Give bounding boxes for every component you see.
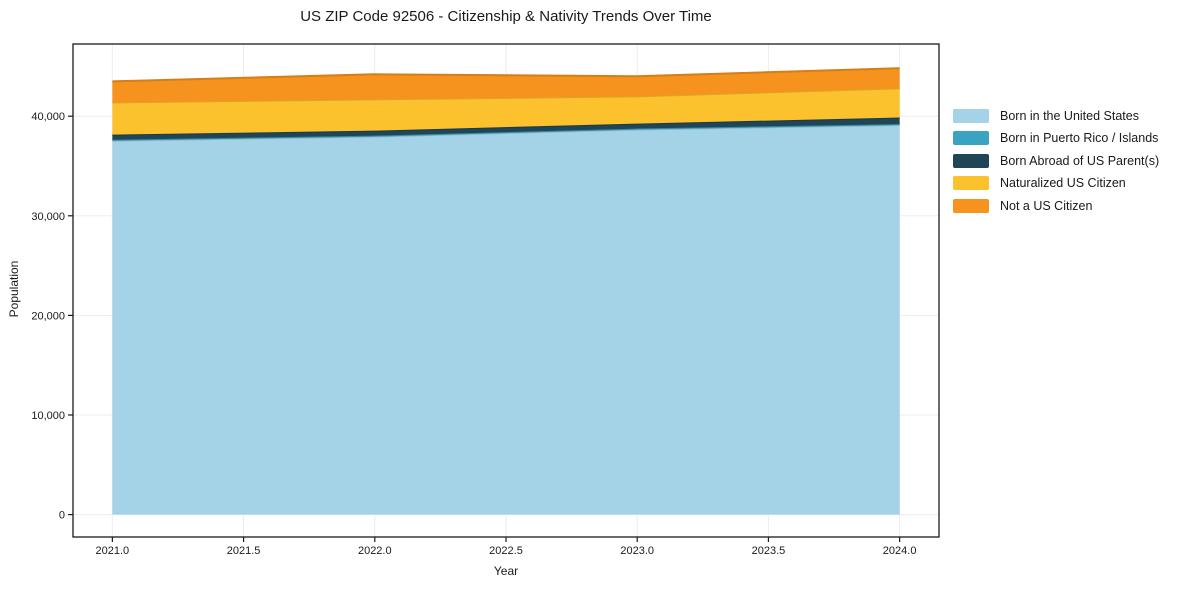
- y-axis-label: Population: [7, 260, 21, 318]
- legend-swatch: [953, 153, 989, 168]
- y-tick-label: 30,000: [31, 211, 65, 223]
- legend-item-naturalized-us-citizen: Naturalized US Citizen: [953, 176, 1159, 191]
- legend-item-not-a-us-citizen: Not a US Citizen: [953, 198, 1159, 213]
- x-tick-label: 2022.5: [489, 545, 523, 557]
- x-tick-label: 2021.5: [227, 545, 261, 557]
- legend-label: Born in the United States: [1000, 109, 1139, 123]
- legend-swatch: [953, 198, 989, 213]
- legend-item-born-in-puerto-rico-islands: Born in Puerto Rico / Islands: [953, 131, 1159, 146]
- y-tick-label: 0: [59, 510, 65, 522]
- x-tick-label: 2023.5: [752, 545, 786, 557]
- area-edge-naturalized-us-citizen: [112, 87, 900, 104]
- area-born-in-the-united-states: [112, 124, 900, 515]
- legend-label: Born Abroad of US Parent(s): [1000, 153, 1160, 168]
- y-tick-label: 20,000: [31, 310, 65, 322]
- x-axis-label: Year: [493, 564, 519, 578]
- legend: Born in the United States Born in Puerto …: [953, 109, 1159, 221]
- legend-swatch: [953, 109, 989, 123]
- y-tick-label: 40,000: [31, 111, 65, 123]
- legend-swatch: [953, 176, 989, 191]
- legend-item-born-in-the-united-states: Born in the United States: [953, 109, 1159, 123]
- legend-item-born-abroad-of-us-parent-s: Born Abroad of US Parent(s): [953, 153, 1160, 168]
- legend-label: Born in Puerto Rico / Islands: [1000, 131, 1159, 146]
- chart-title: US ZIP Code 92506 - Citizenship & Nativi…: [300, 8, 712, 25]
- area-edge-not-a-us-citizen: [112, 67, 900, 83]
- legend-label: Not a US Citizen: [1000, 198, 1093, 213]
- legend-label: Naturalized US Citizen: [1000, 176, 1126, 191]
- area-naturalized-us-citizen: [112, 88, 900, 135]
- x-tick-label: 2022.0: [358, 545, 392, 557]
- x-tick-label: 2021.0: [96, 545, 130, 557]
- legend-swatch: [953, 131, 989, 146]
- x-tick-label: 2023.0: [620, 545, 654, 557]
- x-tick-label: 2024.0: [883, 545, 917, 557]
- y-tick-label: 10,000: [31, 410, 65, 422]
